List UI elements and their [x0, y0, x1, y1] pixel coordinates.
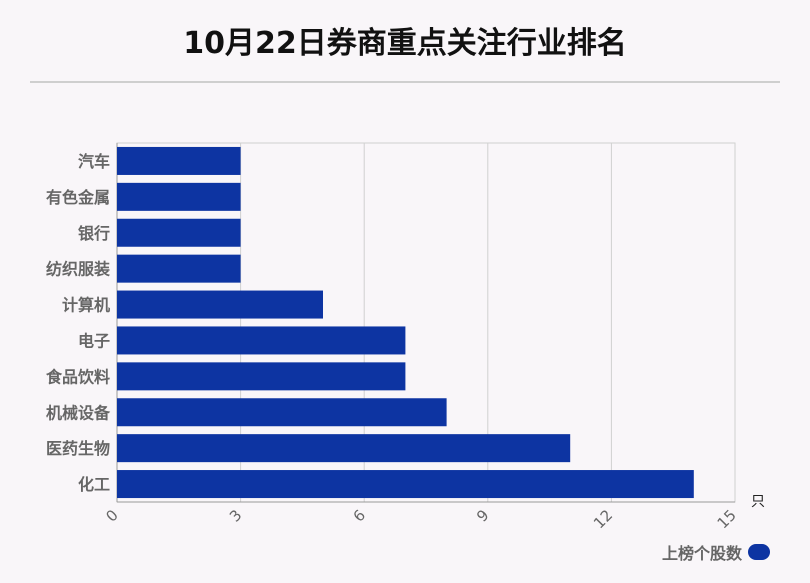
y-category-label: 纺织服装	[46, 260, 110, 279]
bar	[117, 326, 406, 355]
bar	[117, 146, 241, 175]
y-category-label: 有色金属	[46, 188, 110, 207]
x-tick-label: 6	[350, 506, 369, 525]
x-unit-label: 只	[751, 494, 765, 510]
chart-title: 10月22日券商重点关注行业排名	[183, 26, 627, 61]
y-category-label: 医药生物	[46, 439, 110, 458]
legend[interactable]: 上榜个股数	[662, 540, 770, 564]
x-tick-label: 3	[226, 506, 245, 525]
bar	[117, 182, 241, 211]
x-tick-label: 9	[473, 506, 492, 525]
bar	[117, 290, 323, 319]
x-tick-label: 0	[102, 506, 121, 525]
y-category-label: 银行	[78, 224, 110, 243]
y-category-label: 化工	[78, 475, 110, 494]
title-divider	[30, 81, 780, 83]
y-category-label: 汽车	[78, 152, 110, 171]
y-category-label: 机械设备	[46, 403, 111, 422]
bar	[117, 470, 694, 499]
y-category-label: 食品饮料	[45, 367, 110, 386]
bar	[117, 218, 241, 247]
legend-swatch	[748, 544, 770, 560]
bar	[117, 254, 241, 283]
y-category-label: 计算机	[62, 296, 110, 315]
bar	[117, 434, 571, 463]
x-tick-label: 15	[714, 506, 740, 532]
y-category-label: 电子	[78, 331, 110, 350]
x-tick-label: 12	[590, 506, 616, 532]
bar	[117, 362, 406, 391]
bar	[117, 398, 447, 427]
legend-label: 上榜个股数	[661, 544, 742, 563]
